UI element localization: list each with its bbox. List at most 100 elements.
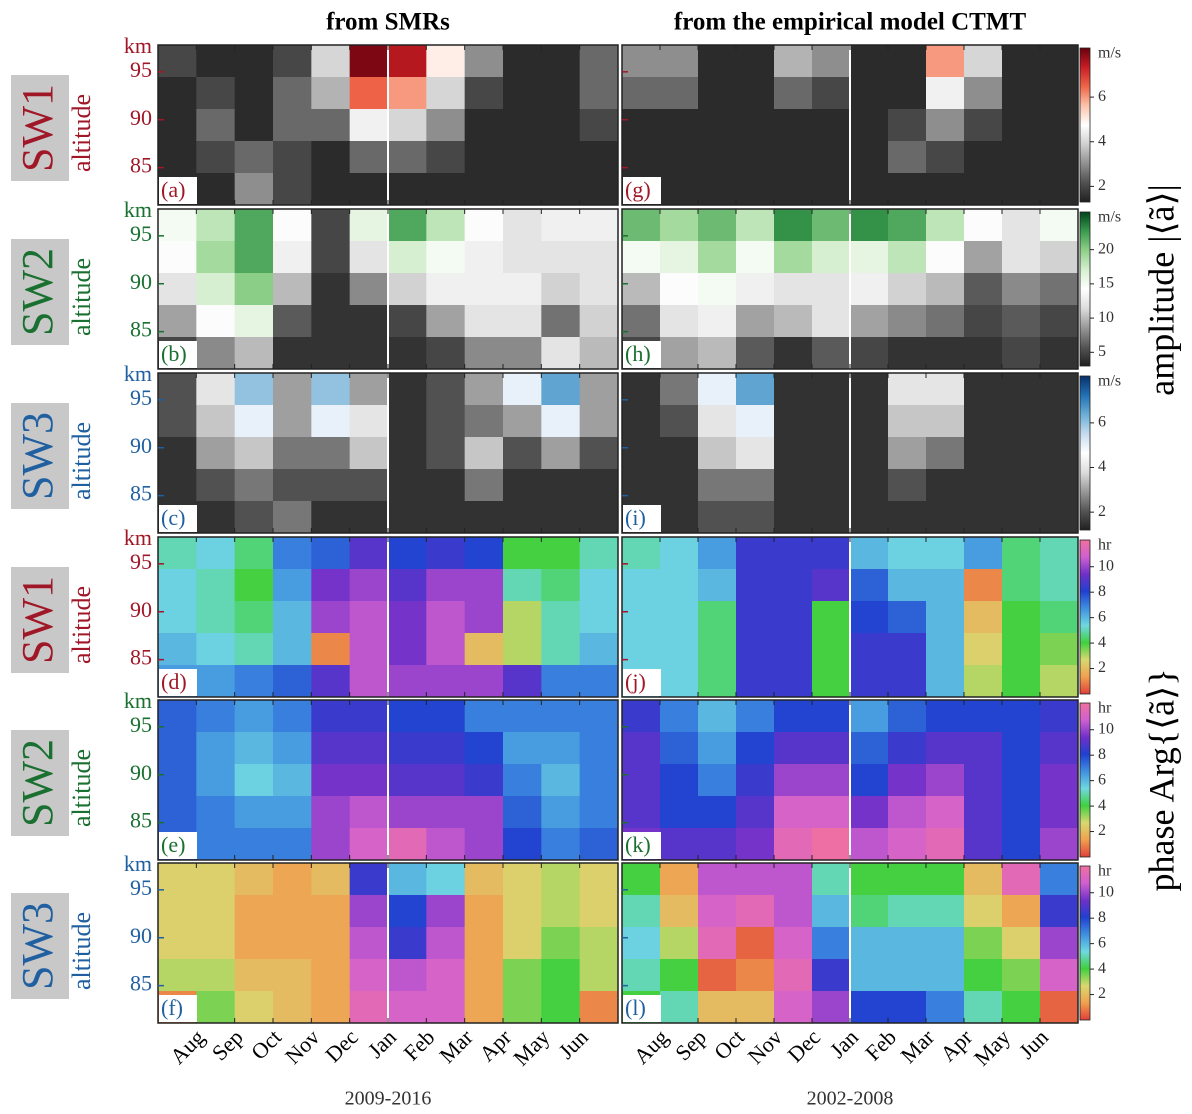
heatmap-cell — [888, 796, 927, 829]
heatmap-cell — [736, 141, 775, 174]
heatmap-cell — [888, 537, 927, 570]
heatmap-cell — [888, 732, 927, 765]
heatmap-cell — [964, 828, 1003, 861]
heatmap-cell — [388, 633, 427, 666]
heatmap-cell — [579, 77, 619, 110]
x-tick-label: Mar — [896, 1024, 940, 1068]
left-x-label: 2009-2016 — [345, 1088, 432, 1110]
heatmap-cell — [698, 959, 737, 992]
heatmap-cell — [196, 77, 236, 110]
heatmap-cell — [349, 109, 389, 142]
heatmap-cell — [926, 337, 965, 370]
heatmap-cell — [660, 991, 699, 1024]
heatmap-cell — [158, 601, 197, 634]
heatmap-cell — [774, 796, 813, 829]
heatmap-cell — [464, 373, 504, 406]
heatmap-cell — [541, 959, 581, 992]
heatmap-cell — [888, 273, 927, 306]
heatmap-cell — [541, 305, 581, 338]
heatmap-cell — [888, 405, 927, 438]
heatmap-cell — [196, 863, 236, 896]
heatmap-cell — [541, 501, 581, 534]
panel-label-box — [159, 669, 197, 696]
heatmap-cell — [964, 895, 1003, 928]
heatmap-cell — [926, 665, 965, 698]
heatmap-cell — [622, 927, 661, 960]
heatmap-cell — [349, 77, 389, 110]
heatmap-cell — [503, 569, 542, 602]
heatmap-cell — [426, 796, 466, 829]
heatmap-cell — [426, 700, 466, 733]
heatmap-cell — [426, 665, 466, 698]
heatmap-cell — [888, 373, 927, 406]
heatmap-cell — [660, 173, 699, 206]
heatmap-cell — [850, 927, 889, 960]
heatmap-cell — [541, 863, 581, 896]
heatmap-cell — [1002, 405, 1041, 438]
heatmap-cell — [736, 927, 775, 960]
heatmap-cell — [196, 569, 236, 602]
heatmap-cell — [541, 927, 581, 960]
colorbar — [1079, 375, 1091, 531]
heatmap-cell — [388, 373, 427, 406]
heatmap-cell — [660, 241, 699, 274]
heatmap-cell — [579, 373, 619, 406]
colorbar-tick-label: 5 — [1098, 343, 1106, 360]
right-title: from the empirical model CTMT — [674, 9, 1027, 36]
heatmap-cell — [926, 700, 965, 733]
heatmap-cell — [388, 405, 427, 438]
heatmap-cell — [158, 895, 197, 928]
heatmap-cell — [774, 469, 813, 502]
heatmap-cell — [234, 665, 274, 698]
x-tick-label: Dec — [782, 1024, 825, 1067]
heatmap-cell — [426, 173, 466, 206]
colorbar-tick-label: 4 — [1098, 797, 1106, 814]
heatmap-cell — [698, 633, 737, 666]
panel-label-box — [623, 832, 661, 859]
heatmap-cell — [1040, 828, 1079, 861]
y-tick-label: 85 — [130, 645, 152, 670]
heatmap-cell — [622, 405, 661, 438]
heatmap-cell — [1002, 828, 1041, 861]
heatmap-cell — [698, 863, 737, 896]
heatmap-cell — [850, 601, 889, 634]
heatmap-cell — [660, 569, 699, 602]
x-tick-label: Oct — [709, 1024, 749, 1064]
heatmap-cell — [349, 305, 389, 338]
heatmap-cell — [774, 337, 813, 370]
heatmap-cell — [311, 173, 351, 206]
heatmap-cell — [774, 209, 813, 242]
heatmap-cell — [926, 241, 965, 274]
heatmap-cell — [964, 45, 1003, 78]
heatmap-cell — [660, 665, 699, 698]
heatmap-cell — [698, 501, 737, 534]
panel-label: (d) — [161, 669, 187, 694]
heatmap-cell — [698, 796, 737, 829]
heatmap-cell — [503, 209, 542, 242]
heatmap-cell — [622, 537, 661, 570]
heatmap-cell — [1040, 469, 1079, 502]
heatmap-cell — [503, 665, 542, 698]
heatmap-cell — [388, 863, 427, 896]
heatmap-cell — [698, 173, 737, 206]
heatmap-cell — [464, 828, 504, 861]
heatmap-cell — [349, 537, 389, 570]
heatmap-cell — [774, 732, 813, 765]
heatmap-cell — [541, 141, 581, 174]
heatmap-cell — [698, 437, 737, 470]
heatmap-cell — [388, 77, 427, 110]
x-tick-label: May — [508, 1024, 554, 1070]
heatmap-cell — [698, 732, 737, 765]
heatmap-cell — [311, 45, 351, 78]
heatmap-cell — [579, 959, 619, 992]
heatmap-cell — [464, 437, 504, 470]
heatmap-cell — [158, 45, 197, 78]
heatmap-cell — [273, 633, 312, 666]
heatmap-cell — [503, 828, 542, 861]
heatmap-cell — [812, 633, 851, 666]
heatmap-cell — [888, 633, 927, 666]
colorbar-tick-label: 4 — [1098, 960, 1106, 977]
heatmap-cell — [850, 700, 889, 733]
heatmap-cell — [234, 959, 274, 992]
y-unit: km — [124, 361, 152, 386]
